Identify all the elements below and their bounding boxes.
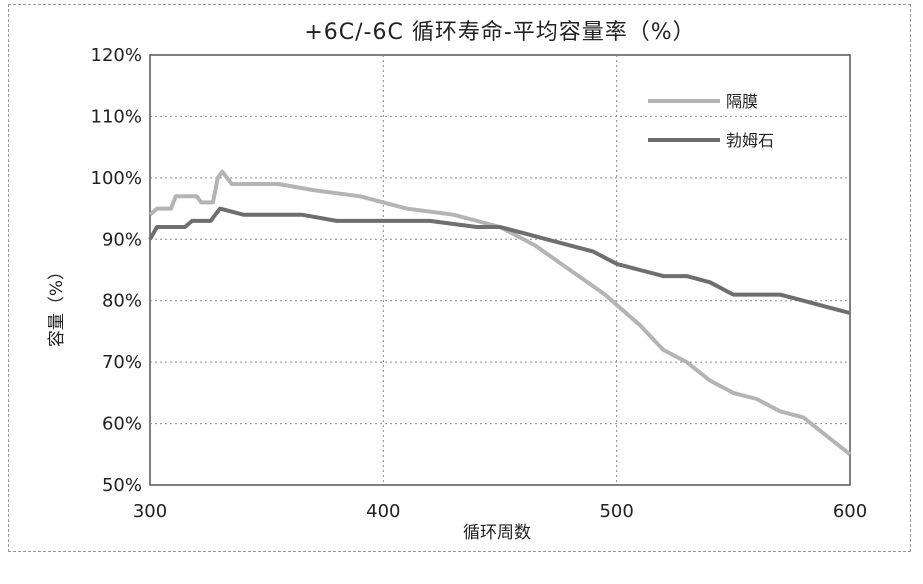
- y-tick-label: 70%: [102, 352, 142, 373]
- y-tick-label: 120%: [91, 45, 142, 66]
- y-tick-label: 90%: [102, 229, 142, 250]
- series-line-boehmite: [150, 209, 850, 313]
- y-tick-label: 60%: [102, 414, 142, 435]
- gridlines: [150, 55, 850, 485]
- legend-label-boehmite: 勃姆石: [726, 131, 774, 150]
- x-tick-label: 400: [366, 501, 400, 522]
- y-tick-label: 110%: [91, 106, 142, 127]
- legend: 隔膜 勃姆石: [648, 92, 774, 150]
- x-tick-label: 300: [133, 501, 167, 522]
- y-axis-title: 容量（%）: [47, 263, 67, 347]
- x-tick-label: 500: [599, 501, 633, 522]
- x-tick-label: 600: [833, 501, 867, 522]
- y-tick-label: 100%: [91, 168, 142, 189]
- plot-area: [150, 55, 850, 485]
- legend-label-separator: 隔膜: [726, 92, 758, 111]
- y-tick-label: 50%: [102, 475, 142, 496]
- y-tick-label: 80%: [102, 291, 142, 312]
- series-lines: [150, 172, 850, 455]
- x-axis-title: 循环周数: [463, 523, 531, 543]
